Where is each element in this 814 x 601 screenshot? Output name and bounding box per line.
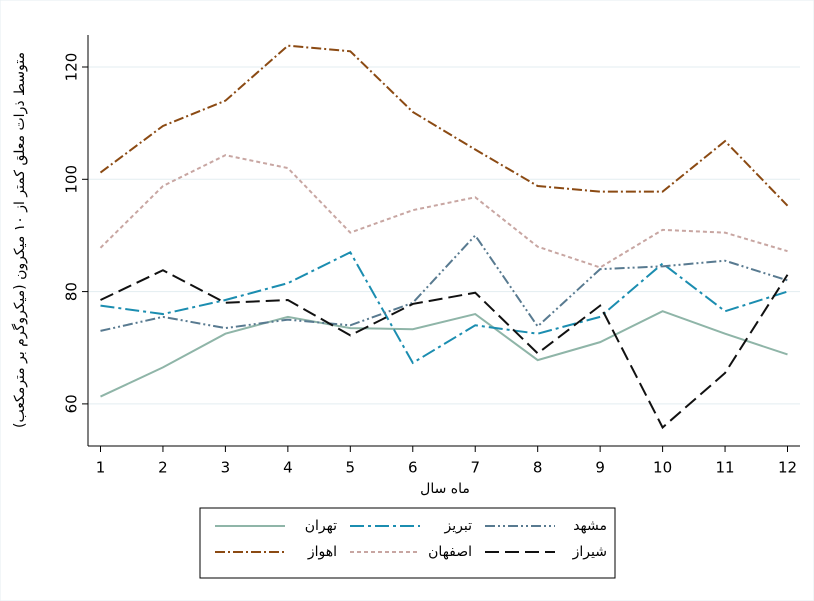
- x-tick-label: 10: [653, 459, 672, 477]
- x-tick-label: 6: [408, 459, 418, 477]
- y-tick-label: 100: [63, 165, 81, 194]
- legend-label: تبریز: [444, 518, 473, 534]
- y-tick-label: 80: [63, 282, 81, 301]
- x-tick-label: 11: [716, 459, 735, 477]
- x-tick-label: 7: [470, 459, 480, 477]
- x-tick-label: 9: [595, 459, 605, 477]
- x-tick-label: 4: [283, 459, 293, 477]
- legend-label: تهران: [305, 518, 337, 534]
- chart: متوسط ذرات معلق کمتر از ۱۰ میکرون (میکرو…: [0, 0, 814, 601]
- y-axis-label: متوسط ذرات معلق کمتر از ۱۰ میکرون (میکرو…: [11, 52, 28, 428]
- background: [0, 0, 814, 601]
- x-tick-label: 3: [221, 459, 231, 477]
- x-tick-label: 2: [158, 459, 168, 477]
- x-tick-label: 8: [533, 459, 543, 477]
- legend-label: اهواز: [307, 544, 337, 560]
- x-tick-label: 12: [778, 459, 797, 477]
- legend-label: شیراز: [572, 544, 607, 560]
- x-tick-label: 1: [96, 459, 106, 477]
- y-tick-label: 120: [63, 53, 81, 82]
- y-tick-label: 60: [63, 394, 81, 413]
- legend-label: مشهد: [573, 518, 607, 534]
- x-axis-label: ماه سال: [420, 481, 470, 497]
- legend-label: اصفهان: [428, 544, 472, 560]
- x-tick-label: 5: [346, 459, 356, 477]
